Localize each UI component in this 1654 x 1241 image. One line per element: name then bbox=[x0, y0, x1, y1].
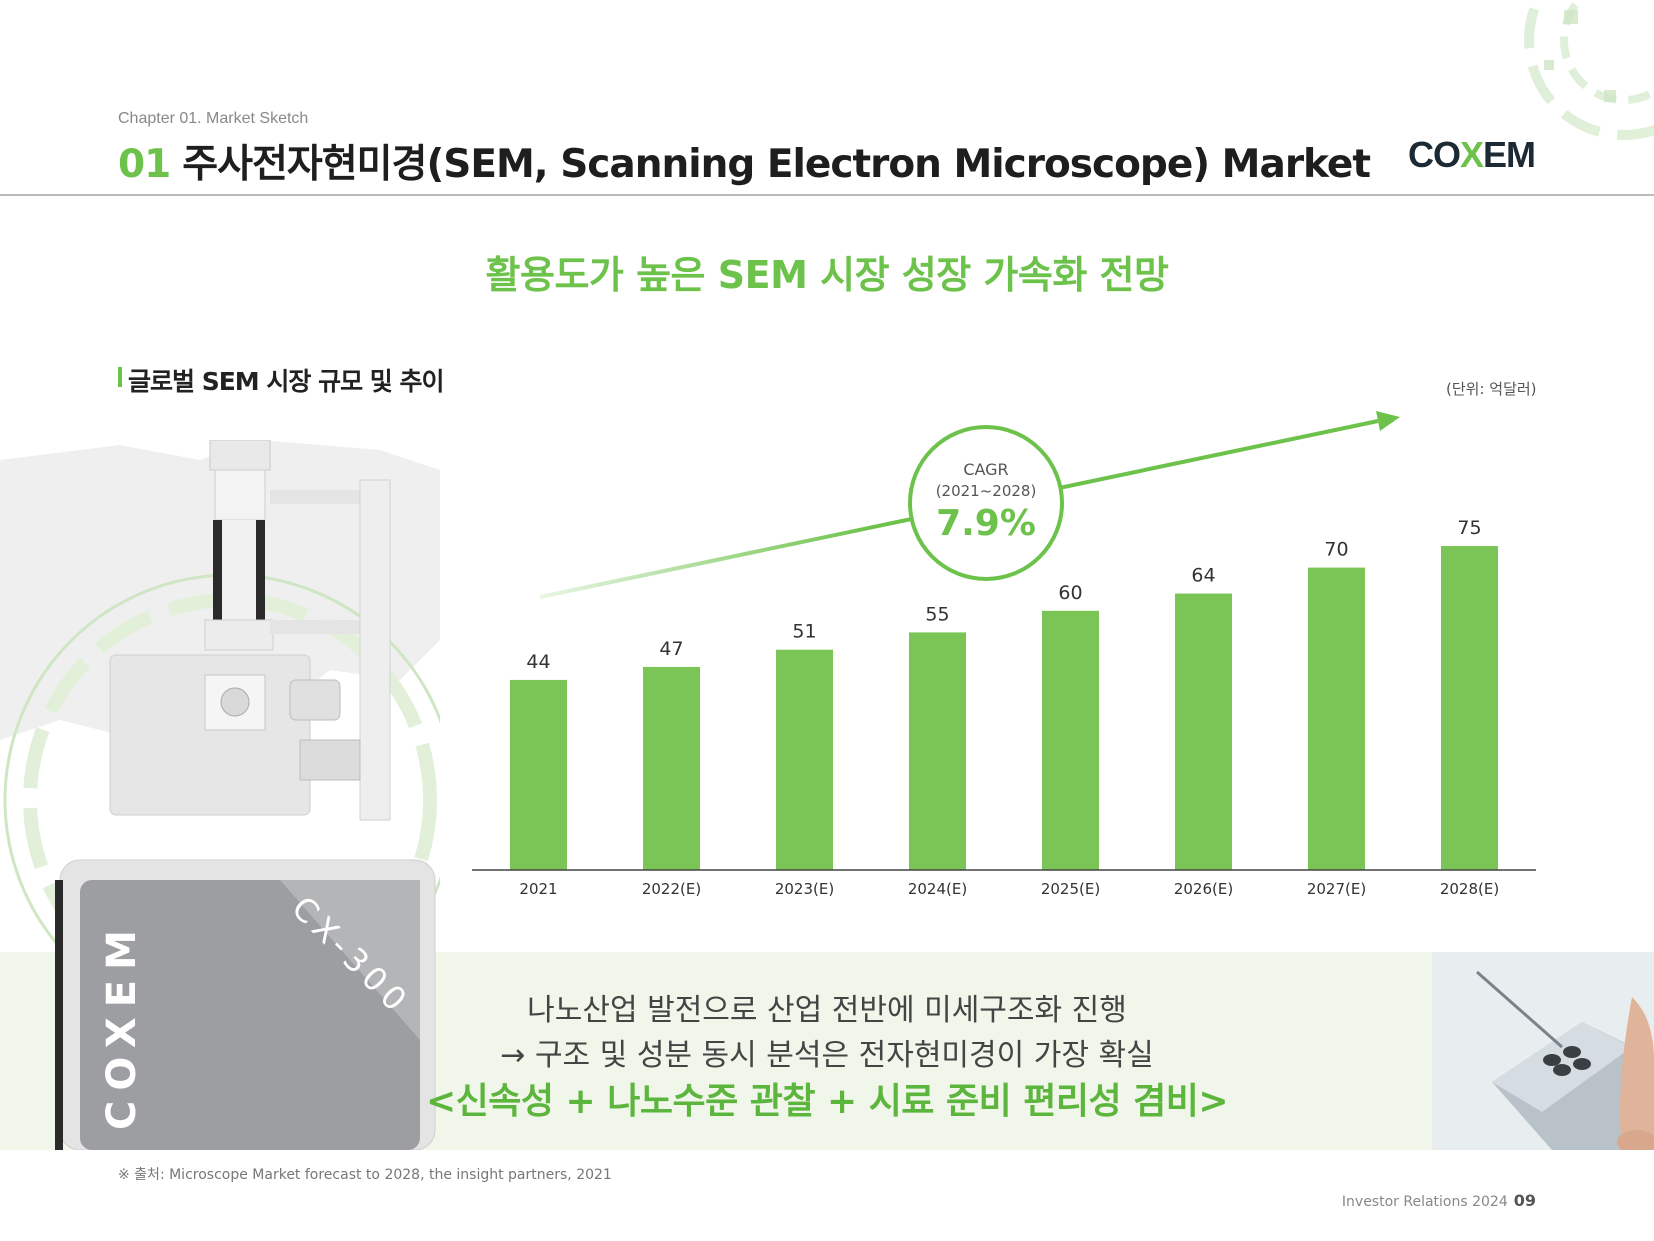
bar-2024(E) bbox=[909, 632, 966, 870]
value-label-2025(E): 60 bbox=[1058, 582, 1082, 604]
category-label-2027(E): 2027(E) bbox=[1307, 880, 1366, 898]
title-text: 주사전자현미경(SEM, Scanning Electron Microscop… bbox=[182, 142, 1371, 187]
footer-label: Investor Relations 2024 bbox=[1341, 1194, 1508, 1210]
summary-highlight: <신속성 + 나노수준 관찰 + 시료 준비 편리성 겸비> bbox=[425, 1081, 1229, 1122]
category-label-2024(E): 2024(E) bbox=[908, 880, 967, 898]
chapter-label: Chapter 01. Market Sketch bbox=[118, 110, 309, 127]
footer: Investor Relations 2024 09 bbox=[1342, 1191, 1536, 1210]
category-label-2022(E): 2022(E) bbox=[642, 880, 701, 898]
category-label-2028(E): 2028(E) bbox=[1440, 880, 1499, 898]
value-label-2023(E): 51 bbox=[792, 621, 816, 643]
bar-2027(E) bbox=[1308, 567, 1365, 870]
chart-category-labels: 2021 2022(E) 2023(E) 2024(E) 2025(E) 2026(E) 2… bbox=[519, 880, 1499, 898]
decorative-circuit-pattern bbox=[1524, 0, 1654, 140]
summary-line-2: → 구조 및 성분 동시 분석은 전자현미경이 가장 확실 bbox=[500, 1038, 1154, 1073]
bar-2025(E) bbox=[1042, 610, 1099, 870]
machine-brand: COXEM bbox=[99, 920, 145, 1130]
category-label-2021: 2021 bbox=[519, 880, 557, 898]
source-note: ※ 출처: Microscope Market forecast to 2028… bbox=[118, 1167, 612, 1183]
page-title: 01 주사전자현미경(SEM, Scanning Electron Microsc… bbox=[118, 133, 1371, 189]
header-divider bbox=[0, 194, 1654, 196]
title-number: 01 bbox=[118, 142, 171, 187]
bar-2026(E) bbox=[1175, 593, 1232, 870]
category-label-2026(E): 2026(E) bbox=[1174, 880, 1233, 898]
value-label-2021: 44 bbox=[526, 651, 550, 673]
bar-2023(E) bbox=[776, 649, 833, 870]
category-label-2025(E): 2025(E) bbox=[1041, 880, 1100, 898]
cagr-value: 7.9% bbox=[936, 503, 1036, 544]
value-label-2028(E): 75 bbox=[1457, 517, 1481, 539]
summary-line-1: 나노산업 발전으로 산업 전반에 미세구조화 진행 bbox=[527, 993, 1127, 1028]
trend-arrow-head bbox=[1376, 411, 1400, 431]
category-label-2023(E): 2023(E) bbox=[775, 880, 834, 898]
coxem-logo: COXEM bbox=[1408, 134, 1536, 175]
bar-2021 bbox=[510, 679, 567, 870]
section-title: 글로벌 SEM 시장 규모 및 추이 bbox=[128, 367, 444, 396]
value-label-2027(E): 70 bbox=[1324, 539, 1348, 561]
value-label-2022(E): 47 bbox=[659, 638, 683, 660]
headline: 활용도가 높은 SEM 시장 성장 가속화 전망 bbox=[485, 253, 1169, 297]
value-label-2026(E): 64 bbox=[1191, 565, 1215, 587]
unit-label: (단위: 억달러) bbox=[1446, 380, 1537, 398]
sem-machine-image: COXEM CX-300 bbox=[0, 440, 440, 1150]
chart-bars bbox=[510, 546, 1498, 870]
page-number: 09 bbox=[1513, 1191, 1536, 1210]
chart-value-labels: 44 47 51 55 60 64 70 75 bbox=[526, 517, 1481, 673]
value-label-2024(E): 55 bbox=[925, 603, 949, 625]
cagr-bubble bbox=[908, 425, 1064, 581]
bar-2028(E) bbox=[1441, 546, 1498, 870]
cagr-period: (2021~2028) bbox=[936, 482, 1037, 500]
cagr-label: CAGR bbox=[963, 460, 1008, 479]
bar-2022(E) bbox=[643, 666, 700, 870]
section-marker bbox=[118, 367, 122, 387]
sample-preparation-photo bbox=[1432, 952, 1654, 1150]
